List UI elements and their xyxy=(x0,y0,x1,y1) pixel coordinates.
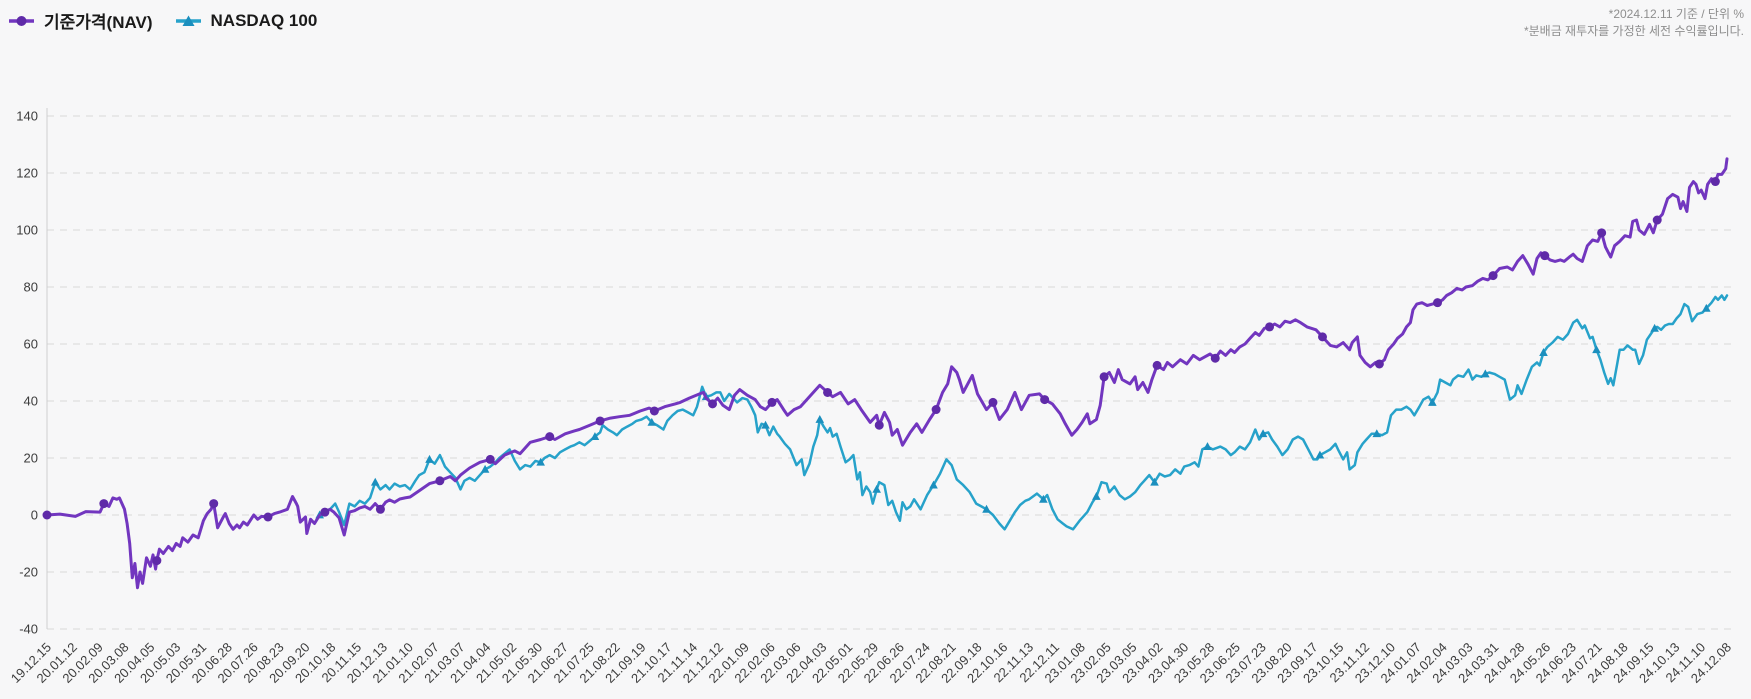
nav-series-markers xyxy=(42,177,1720,566)
svg-text:20: 20 xyxy=(24,451,38,466)
footnote-basis-date: *2024.12.11 기준 / 단위 % xyxy=(1608,7,1744,21)
nav-line-circle-icon xyxy=(9,15,34,26)
x-axis-labels: 19.12.1520.01.1220.02.0920.03.0820.04.05… xyxy=(8,640,1734,686)
svg-text:140: 140 xyxy=(16,109,38,124)
legend-label-nasdaq100: NASDAQ 100 xyxy=(210,10,318,30)
nasdaq100-series-line xyxy=(318,294,1729,531)
svg-text:0: 0 xyxy=(31,508,38,523)
svg-text:100: 100 xyxy=(16,223,38,238)
nasdaq-line-triangle-icon xyxy=(175,15,201,26)
chart-footnotes: *2024.12.11 기준 / 단위 % *분배금 재투자를 가정한 세전 수… xyxy=(1524,6,1744,40)
svg-text:60: 60 xyxy=(24,337,38,352)
footnote-return-basis: *분배금 재투자를 가정한 세전 수익률입니다. xyxy=(1523,24,1744,38)
svg-text:40: 40 xyxy=(24,394,38,409)
nasdaq100-series-markers xyxy=(315,303,1711,519)
legend-item-nav[interactable]: 기준가격(NAV) xyxy=(8,8,153,33)
legend: 기준가격(NAV) NASDAQ 100 xyxy=(8,8,317,33)
svg-text:120: 120 xyxy=(16,166,38,181)
y-axis-grid xyxy=(47,115,1734,630)
nav-series-line xyxy=(45,157,1729,590)
svg-text:-40: -40 xyxy=(19,622,38,637)
y-axis-labels: 140 120 100 80 60 40 20 0 -20 -40 xyxy=(16,109,38,637)
legend-item-nasdaq100[interactable]: NASDAQ 100 xyxy=(175,10,318,31)
legend-label-nav: 기준가격(NAV) xyxy=(44,13,153,32)
svg-text:80: 80 xyxy=(24,280,38,295)
svg-text:-20: -20 xyxy=(19,565,38,580)
